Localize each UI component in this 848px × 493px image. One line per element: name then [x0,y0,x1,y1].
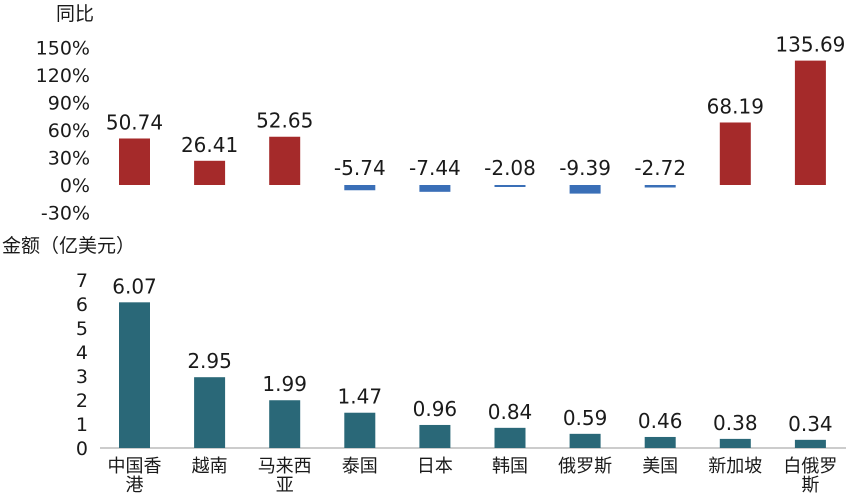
amount-value-label: 6.07 [112,274,157,298]
bottom-y-tick-label: 4 [76,342,88,364]
top-bars: 50.74 26.41 52.65 -5.74 -7.44 -2.08 -9.39 -2.72… [106,33,845,194]
amount-bar [119,302,150,448]
top-y-tick-label: -30% [41,203,90,225]
bottom-y-tick-label: 2 [76,390,88,412]
growth-bar [644,185,676,188]
category-label: 泰国 [342,456,378,477]
category-label: 马来西亚 [258,456,312,493]
bottom-y-tick-label: 0 [76,438,88,460]
amount-value-label: 0.84 [488,400,533,424]
growth-bar [269,136,301,185]
amount-bar [344,412,376,448]
category-label: 俄罗斯 [558,456,612,477]
category-label: 美国 [642,456,678,477]
amount-bar [419,424,451,448]
growth-value-label: 68.19 [707,94,764,118]
bottom-y-tick-label: 7 [76,270,88,292]
top-y-tick-label: 150% [36,38,90,60]
amount-bar [569,433,601,448]
amount-bar [644,436,676,448]
growth-value-label: -2.08 [484,156,536,180]
top-axis-title: 同比 [56,3,94,25]
amount-value-label: 0.34 [788,412,833,436]
amount-value-label: 0.38 [713,411,758,435]
growth-bar [719,122,751,185]
growth-bar [794,60,826,185]
bottom-bars: 6.07 2.95 1.99 1.47 0.96 0.84 0.59 0.46 0.38 0.34 [112,274,833,448]
category-label: 新加坡 [708,456,762,477]
growth-bar [569,185,601,194]
top-y-ticks: 150% 120% 90% 60% 30% 0% -30% [36,38,90,225]
growth-bar [194,160,226,185]
category-label: 越南 [192,456,228,477]
growth-value-label: -5.74 [334,156,386,180]
growth-value-label: 50.74 [106,110,163,134]
growth-value-label: 26.41 [181,133,238,157]
amount-bar [194,377,226,448]
top-y-tick-label: 90% [48,93,90,115]
top-y-tick-label: 60% [48,120,90,142]
growth-bar [344,185,376,191]
amount-bar [269,400,301,448]
growth-value-label: -7.44 [409,156,461,180]
growth-value-label: -9.39 [559,156,611,180]
top-y-tick-label: 30% [48,148,90,170]
amount-value-label: 2.95 [187,349,232,373]
growth-value-label: -2.72 [634,156,686,180]
amount-value-label: 1.47 [338,385,383,409]
top-y-tick-label: 0% [60,175,90,197]
category-label: 白俄罗斯 [783,456,837,493]
amount-value-label: 0.59 [563,406,608,430]
bottom-y-tick-label: 1 [76,414,88,436]
growth-value-label: 52.65 [256,109,313,133]
growth-value-label: 135.69 [775,33,845,57]
amount-value-label: 0.96 [413,397,458,421]
category-label: 日本 [417,456,453,477]
bottom-y-tick-label: 5 [76,318,88,340]
bottom-y-tick-label: 6 [76,294,88,316]
amount-bar [719,438,751,448]
amount-bar [794,439,826,448]
amount-value-label: 1.99 [262,372,307,396]
category-labels: 中国香港 越南 马来西亚 泰国 日本 韩国 俄罗斯 美国 新加坡 白俄罗斯 [108,456,838,493]
category-label: 韩国 [492,456,528,477]
amount-bar [494,427,526,448]
growth-bar [419,185,451,192]
growth-bar [119,138,150,185]
amount-value-label: 0.46 [638,409,683,433]
category-label: 中国香港 [108,456,162,493]
top-y-tick-label: 120% [36,65,90,87]
bottom-y-tick-label: 3 [76,366,88,388]
growth-bar [494,185,526,187]
bottom-axis-title: 金额（亿美元） [2,235,135,257]
